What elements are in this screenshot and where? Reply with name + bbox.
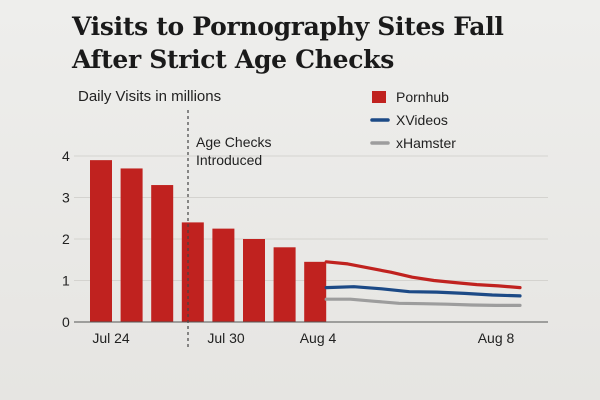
y-tick-2: 2 bbox=[62, 231, 70, 247]
legend-swatch-0 bbox=[372, 91, 386, 103]
x-tick-labels: Jul 24 Jul 30 Aug 4 Aug 8 bbox=[92, 330, 514, 346]
y-tick-labels: 0 1 2 3 4 bbox=[62, 148, 70, 330]
y-tick-4: 4 bbox=[62, 148, 70, 164]
bar-6 bbox=[273, 247, 296, 322]
y-tick-1: 1 bbox=[62, 273, 70, 289]
legend: Pornhub XVideos xHamster bbox=[370, 89, 456, 151]
legend-label-2: xHamster bbox=[396, 135, 456, 151]
x-tick-1: Jul 30 bbox=[207, 330, 245, 346]
bar-7 bbox=[304, 261, 327, 322]
y-tick-0: 0 bbox=[62, 314, 70, 330]
x-tick-0: Jul 24 bbox=[92, 330, 130, 346]
bar-0 bbox=[90, 160, 112, 322]
legend-label-1: XVideos bbox=[396, 112, 448, 128]
annotation-line-2: Introduced bbox=[196, 152, 262, 168]
annotation-line-1: Age Checks bbox=[196, 134, 271, 150]
y-tick-3: 3 bbox=[62, 190, 70, 206]
bar-1 bbox=[120, 168, 143, 322]
line-xhamster bbox=[324, 297, 522, 307]
chart-title: Visits to Pornography Sites Fall After S… bbox=[72, 12, 504, 74]
bar-4 bbox=[212, 228, 235, 322]
line-pornhub bbox=[324, 260, 522, 290]
line-xvideos bbox=[324, 285, 522, 298]
legend-label-0: Pornhub bbox=[396, 89, 449, 105]
bar-3 bbox=[181, 222, 204, 322]
bar-2 bbox=[151, 185, 174, 322]
line-series bbox=[324, 260, 522, 307]
bar-series bbox=[90, 160, 327, 322]
x-tick-3: Aug 8 bbox=[478, 330, 515, 346]
bar-5 bbox=[243, 239, 265, 322]
x-tick-2: Aug 4 bbox=[300, 330, 337, 346]
y-axis-label: Daily Visits in millions bbox=[78, 88, 222, 105]
